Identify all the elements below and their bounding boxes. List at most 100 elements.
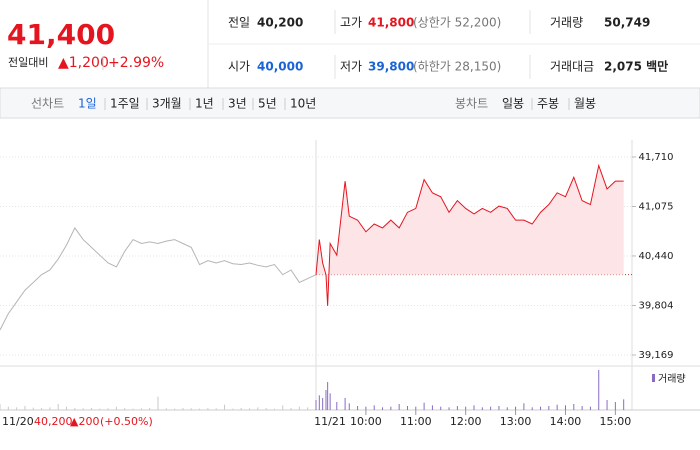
volume-bar (190, 408, 192, 410)
candle-tab[interactable]: 일봉 (502, 97, 524, 111)
volume-bar (298, 406, 300, 410)
change: ▲1,200 (58, 55, 109, 71)
y-tick-label: 40,440 (639, 251, 674, 262)
period-tab[interactable]: 5년 (258, 97, 277, 111)
volume-bar (357, 406, 359, 410)
stat-value: 40,200 (257, 16, 303, 30)
stat-value: 50,749 (604, 16, 650, 30)
stat-label: 거래량 (550, 16, 583, 30)
volume-bar (515, 406, 517, 410)
day-change: ▲200 (70, 415, 99, 428)
change-label: 전일대비 (8, 55, 48, 69)
stat-label: 시가 (228, 60, 250, 74)
tab-group-label: 선차트 (31, 97, 64, 111)
x-tick-label: 10:00 (350, 415, 382, 428)
volume-bar (240, 408, 242, 410)
stat-value: 41,800 (368, 16, 414, 30)
volume-bar (32, 407, 34, 410)
price-line (0, 226, 317, 331)
volume-bar (174, 408, 176, 410)
current-price: 41,400 (7, 18, 115, 51)
period-tab[interactable]: 3개월 (152, 97, 182, 111)
volume-bar (365, 406, 367, 410)
volume-bar (149, 408, 151, 410)
volume-bar (348, 403, 350, 410)
volume-bar (490, 406, 492, 410)
stat-extra: (상한가 52,200) (413, 16, 501, 30)
volume-bar (57, 404, 59, 410)
change-pct: +2.99% (108, 55, 164, 71)
stat-value: 40,000 (257, 60, 303, 74)
stat-label: 고가 (340, 16, 362, 30)
volume-bar (606, 400, 608, 410)
volume-bar (74, 408, 76, 410)
volume-bar (473, 405, 475, 410)
volume-bar (327, 382, 329, 410)
volume-bar (614, 402, 616, 410)
y-tick-label: 39,804 (639, 301, 674, 312)
day-pct: (+0.50%) (100, 415, 153, 428)
x-tick-label: 13:00 (500, 415, 532, 428)
volume-bar (406, 406, 408, 410)
volume-bar (423, 402, 425, 410)
period-tab[interactable]: 10년 (290, 97, 316, 111)
volume-bar (481, 407, 483, 410)
period-tab[interactable]: 3년 (228, 97, 247, 111)
volume-bar (224, 404, 226, 410)
volume-bar (415, 406, 417, 410)
day-label: 11/21 (314, 415, 346, 428)
volume-bar (49, 407, 51, 410)
candle-tab[interactable]: 주봉 (537, 97, 559, 111)
volume-bar (382, 407, 384, 410)
stat-extra: (하한가 28,150) (413, 60, 501, 74)
volume-bar (115, 406, 117, 410)
volume-bar (199, 408, 201, 410)
volume-bar (124, 408, 126, 410)
x-tick-label: 15:00 (600, 415, 632, 428)
legend-label: 거래량 (658, 373, 686, 385)
period-tab[interactable]: 1주일 (110, 97, 140, 111)
volume-bar (431, 405, 433, 410)
volume-bar (540, 406, 542, 410)
day-label: 11/20 (2, 415, 34, 428)
volume-bar (140, 408, 142, 410)
volume-bar (573, 404, 575, 410)
volume-bar (325, 390, 327, 410)
volume-bar (531, 407, 533, 410)
volume-bar (322, 398, 324, 410)
volume-bar (523, 403, 525, 410)
tabs: 선차트 1일 1주일 3개월 1년 3년 5년 10년 봉차트 일봉 주봉 월봉 (31, 97, 596, 111)
stat-label: 거래대금 (550, 60, 594, 74)
stat-label: 저가 (340, 60, 362, 74)
price-area (316, 165, 624, 306)
volume-bar (82, 408, 84, 410)
volume-bar (344, 398, 346, 410)
volume-bar (548, 406, 550, 410)
period-tab[interactable]: 1년 (195, 97, 214, 111)
volume-bar (66, 406, 68, 410)
volume-bar (440, 406, 442, 410)
volume-bar (257, 407, 259, 410)
x-tick-label: 11:00 (400, 415, 432, 428)
price-line (315, 163, 624, 306)
volume-bar (41, 408, 43, 410)
volume-bar (623, 399, 625, 410)
volume-bar (398, 404, 400, 410)
volume-bar (336, 402, 338, 410)
volume-bar (589, 406, 591, 410)
period-tab[interactable]: 1일 (78, 97, 97, 111)
x-tick-label: 14:00 (550, 415, 582, 428)
volume-bar (556, 404, 558, 410)
volume-bar (99, 408, 101, 410)
volume-bar (315, 400, 317, 410)
volume-bar (265, 408, 267, 410)
volume-bar (107, 408, 109, 410)
candle-tab[interactable]: 월봉 (574, 97, 596, 111)
tab-bar (0, 87, 700, 119)
y-tick-label: 39,169 (639, 350, 674, 361)
tab-group-label: 봉차트 (455, 97, 488, 111)
volume-bar (215, 408, 217, 410)
volume-bar (157, 396, 159, 410)
volume-bar (232, 408, 234, 410)
